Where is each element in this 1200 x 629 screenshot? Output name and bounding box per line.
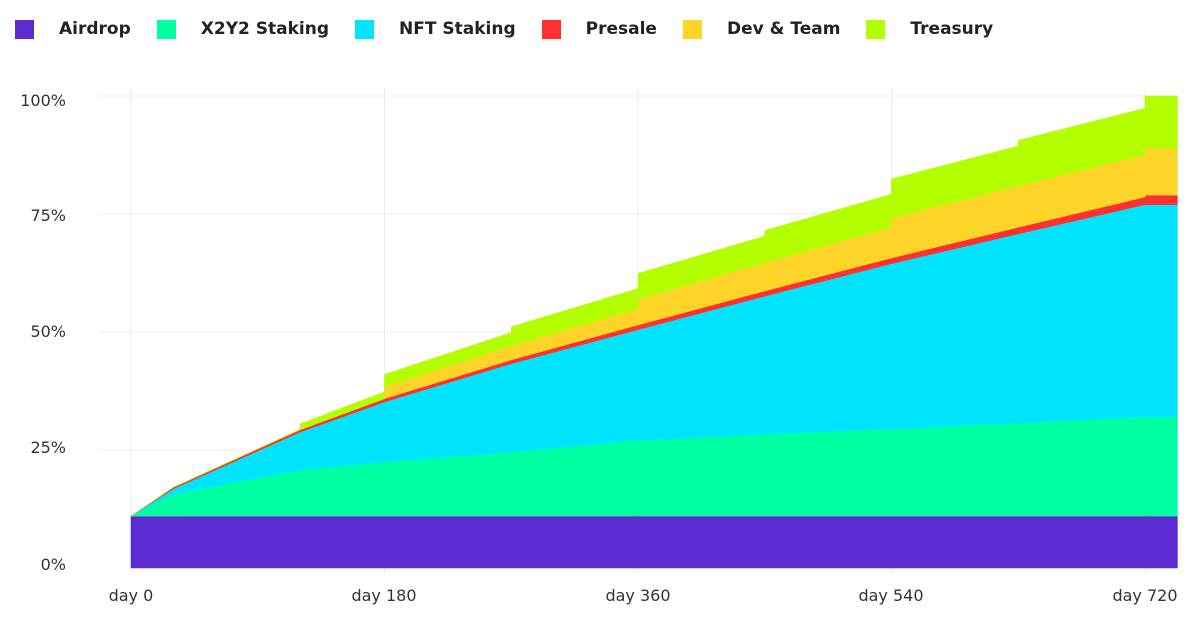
legend-item-nft-staking[interactable]: NFT Staking [355, 19, 516, 39]
legend-swatch-presale [541, 19, 561, 39]
legend-swatch-x2y2-staking [156, 19, 176, 39]
y-tick-label: 25% [30, 438, 66, 457]
legend-item-x2y2-staking[interactable]: X2Y2 Staking [156, 19, 329, 39]
legend-item-presale[interactable]: Presale [541, 19, 657, 39]
area-airdrop [130, 515, 1178, 569]
x-tick-label: day 360 [605, 586, 671, 605]
x-tick-label: day 180 [351, 586, 417, 605]
legend-item-treasury[interactable]: Treasury [866, 19, 993, 39]
legend-swatch-dev-team [682, 19, 702, 39]
legend-swatch-nft-staking [355, 19, 375, 39]
y-tick-label: 100% [20, 91, 66, 110]
legend-item-dev-team[interactable]: Dev & Team [682, 19, 840, 39]
x-tick-label: day 0 [108, 586, 154, 605]
y-tick-label: 0% [40, 555, 66, 574]
area-treasury [130, 95, 1178, 517]
legend-item-airdrop[interactable]: Airdrop [15, 19, 131, 39]
legend: Airdrop X2Y2 Staking NFT Staking Presale… [15, 19, 993, 39]
x-tick-label: day 540 [858, 586, 924, 605]
y-tick-label: 50% [30, 322, 66, 341]
legend-swatch-treasury [866, 19, 886, 39]
y-tick-label: 75% [30, 206, 66, 225]
legend-swatch-airdrop [15, 19, 34, 39]
x-tick-label: day 720 [1112, 586, 1178, 605]
